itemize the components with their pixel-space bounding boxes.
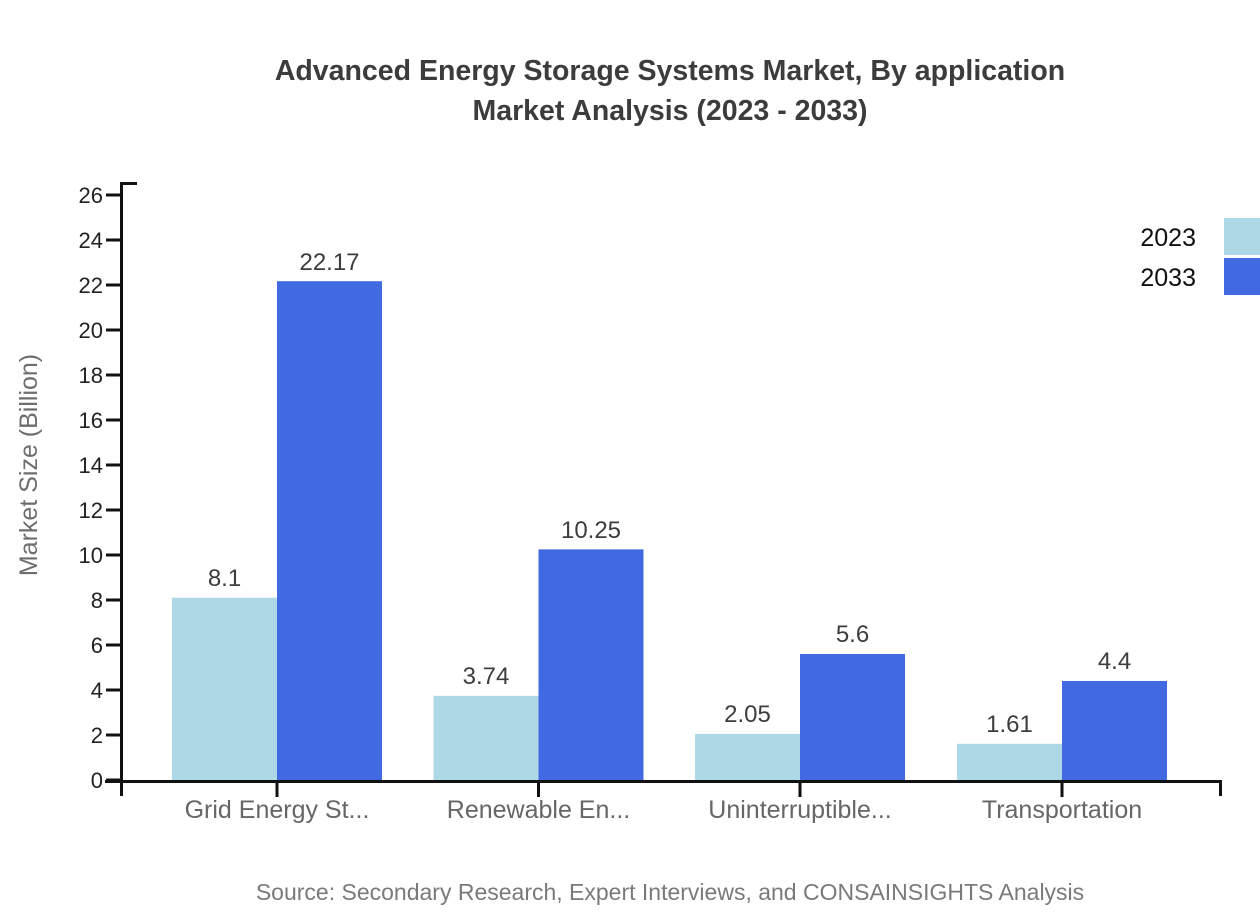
- source-text: Source: Secondary Research, Expert Inter…: [256, 879, 1084, 905]
- y-tick-label: 20: [79, 318, 103, 343]
- bar-value-label: 4.4: [1098, 648, 1131, 675]
- bar-value-label: 5.6: [836, 621, 869, 648]
- bar-2023-grid-energy: [172, 597, 277, 780]
- y-tick-label: 4: [91, 678, 103, 703]
- bar-value-label: 2.05: [724, 701, 771, 728]
- y-axis-title: Market Size (Billion): [15, 354, 43, 576]
- bar-value-label: 10.25: [561, 517, 621, 544]
- x-category-label-renewable: Renewable En...: [447, 796, 630, 824]
- y-tick-label: 26: [79, 183, 103, 208]
- bar-2033-grid-energy: [277, 281, 382, 780]
- y-tick-label: 22: [79, 273, 103, 298]
- bar-value-label: 3.74: [463, 663, 510, 690]
- chart-title-line1: Advanced Energy Storage Systems Market, …: [275, 55, 1065, 87]
- bar-value-label: 1.61: [986, 711, 1033, 738]
- y-tick-label: 24: [79, 228, 103, 253]
- legend-swatch-2023: [1224, 218, 1260, 255]
- y-tick-label: 2: [91, 723, 103, 748]
- x-category-label-transportation: Transportation: [982, 796, 1142, 824]
- y-tick-label: 12: [79, 498, 103, 523]
- x-category-label-grid-energy: Grid Energy St...: [185, 796, 370, 824]
- bar-value-label: 22.17: [299, 249, 359, 276]
- bar-2033-renewable: [538, 549, 644, 780]
- y-tick-label: 8: [91, 588, 103, 613]
- bar-2023-uninterruptible: [695, 733, 800, 780]
- bar-2023-transportation: [957, 743, 1062, 780]
- bar-value-label: 8.1: [208, 565, 241, 592]
- bar-2023-renewable: [433, 695, 539, 780]
- y-tick-label: 14: [79, 453, 103, 478]
- y-tick-label: 16: [79, 408, 103, 433]
- legend-label-2033: 2033: [1140, 264, 1196, 292]
- y-tick-label: 6: [91, 633, 103, 658]
- x-category-label-uninterruptible: Uninterruptible...: [708, 796, 891, 824]
- bar-2033-transportation: [1062, 681, 1167, 780]
- bar-2033-uninterruptible: [800, 654, 905, 780]
- y-tick-label: 0: [91, 768, 103, 793]
- chart-title-line2: Market Analysis (2023 - 2033): [473, 95, 868, 127]
- legend-swatch-2033: [1224, 258, 1260, 295]
- y-tick-label: 10: [79, 543, 103, 568]
- legend-label-2023: 2023: [1140, 224, 1196, 252]
- y-tick-label: 18: [79, 363, 103, 388]
